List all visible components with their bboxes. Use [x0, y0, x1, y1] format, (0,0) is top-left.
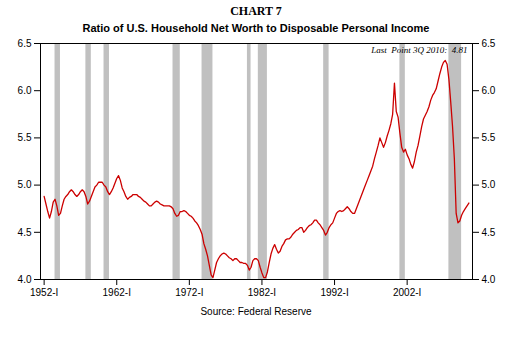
svg-text:4.0: 4.0: [18, 274, 32, 285]
svg-text:4.0: 4.0: [482, 274, 496, 285]
html-text:Ratio of U.S. Household Net Wo: Ratio of U.S. Household Net Worth to Dis…: [82, 22, 430, 34]
svg-text:4.5: 4.5: [18, 227, 32, 238]
svg-text:5.5: 5.5: [18, 132, 32, 143]
svg-text:5.0: 5.0: [482, 179, 496, 190]
svg-text:Last Point 3Q 2010: 4.81: Last Point 3Q 2010: 4.81: [370, 45, 467, 55]
svg-text:5.0: 5.0: [18, 179, 32, 190]
svg-text:6.0: 6.0: [18, 85, 32, 96]
svg-text:1952-I: 1952-I: [30, 287, 58, 298]
html-text:CHART 7: CHART 7: [230, 4, 282, 18]
svg-text:6.0: 6.0: [482, 85, 496, 96]
svg-text:5.5: 5.5: [482, 132, 496, 143]
svg-text:6.5: 6.5: [482, 38, 496, 49]
svg-text:4.5: 4.5: [482, 227, 496, 238]
svg-text:1972-I: 1972-I: [175, 287, 203, 298]
svg-text:2002-I: 2002-I: [393, 287, 421, 298]
svg-text:6.5: 6.5: [18, 38, 32, 49]
html-text:Source: Federal Reserve: Source: Federal Reserve: [200, 306, 312, 317]
svg-text:1962-I: 1962-I: [103, 287, 131, 298]
svg-text:1982-I: 1982-I: [248, 287, 276, 298]
svg-text:1992-I: 1992-I: [320, 287, 348, 298]
